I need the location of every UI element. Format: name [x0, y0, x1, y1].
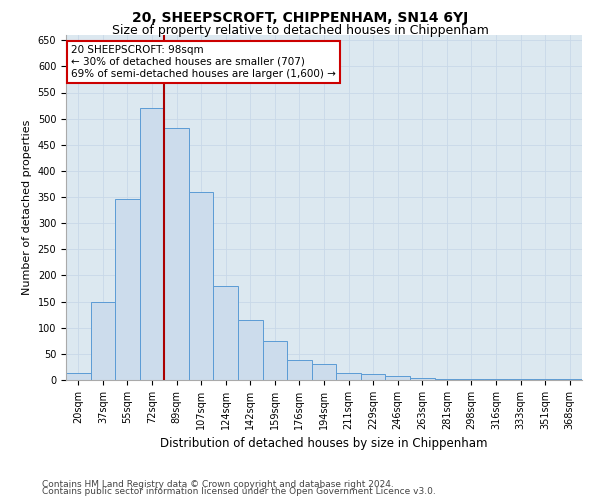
X-axis label: Distribution of detached houses by size in Chippenham: Distribution of detached houses by size …	[160, 438, 488, 450]
Y-axis label: Number of detached properties: Number of detached properties	[22, 120, 32, 295]
Text: Size of property relative to detached houses in Chippenham: Size of property relative to detached ho…	[112, 24, 488, 37]
Bar	[238, 320, 263, 380]
Bar	[91, 302, 115, 380]
Text: 20 SHEEPSCROFT: 98sqm
← 30% of detached houses are smaller (707)
69% of semi-det: 20 SHEEPSCROFT: 98sqm ← 30% of detached …	[71, 46, 336, 78]
Bar	[263, 341, 287, 380]
Text: Contains public sector information licensed under the Open Government Licence v3: Contains public sector information licen…	[42, 488, 436, 496]
Bar	[66, 373, 91, 380]
Bar	[115, 198, 140, 380]
Text: Contains HM Land Registry data © Crown copyright and database right 2024.: Contains HM Land Registry data © Crown c…	[42, 480, 394, 489]
Bar	[189, 192, 214, 380]
Bar	[410, 378, 434, 380]
Bar	[361, 374, 385, 380]
Bar	[385, 376, 410, 380]
Bar	[312, 364, 336, 380]
Bar	[140, 108, 164, 380]
Bar	[164, 128, 189, 380]
Text: 20, SHEEPSCROFT, CHIPPENHAM, SN14 6YJ: 20, SHEEPSCROFT, CHIPPENHAM, SN14 6YJ	[132, 11, 468, 25]
Bar	[434, 379, 459, 380]
Bar	[287, 360, 312, 380]
Bar	[336, 373, 361, 380]
Bar	[214, 286, 238, 380]
